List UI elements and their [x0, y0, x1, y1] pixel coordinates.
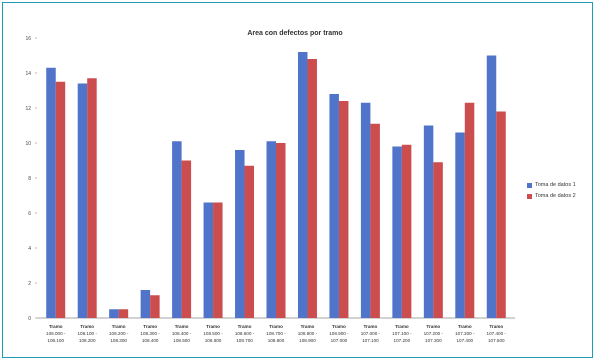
x-tick-label: 108.500 — [173, 338, 190, 343]
x-tick-label: Tramo — [80, 324, 94, 329]
x-tick-label: Tramo — [206, 324, 220, 329]
legend-label-series-2: Toma de datos 2 — [535, 193, 576, 199]
x-tick-label: Tramo — [364, 324, 378, 329]
x-tick-label: 107.400 — [456, 338, 473, 343]
x-tick-label: Tramo — [426, 324, 440, 329]
y-tick-label: 8 — [28, 176, 31, 182]
chart-title: Area con defectos por tramo — [247, 30, 342, 37]
x-tick-label: 107.100 - — [392, 331, 412, 336]
x-tick-label: 108.400 - — [172, 331, 192, 336]
x-tick-label: 108.800 - — [298, 331, 318, 336]
legend: Toma de datos 1 Toma de datos 2 — [527, 180, 576, 202]
bar-series-1 — [392, 146, 402, 318]
x-tick-label: 107.100 — [362, 338, 379, 343]
x-tick-label: Tramo — [489, 324, 503, 329]
x-tick-label: 107.200 - — [424, 331, 444, 336]
x-tick-label: 108.700 - — [266, 331, 286, 336]
x-tick-label: Tramo — [301, 324, 315, 329]
bar-series-1 — [455, 132, 465, 318]
y-tick-label: 10 — [25, 141, 31, 147]
bar-series-1 — [486, 55, 497, 318]
x-tick-label: 108.900 — [299, 338, 316, 343]
bar-series-2 — [401, 144, 412, 318]
x-tick-label: Tramo — [395, 324, 409, 329]
bar-series-2 — [150, 295, 160, 318]
x-tick-label: 108.800 — [268, 338, 285, 343]
bar-series-2 — [464, 102, 475, 318]
y-axis-ticks: 0 2 4 6 8 10 12 14 16 — [25, 36, 37, 322]
x-tick-label: Tramo — [458, 324, 472, 329]
bar-series-1 — [329, 94, 339, 318]
bar-series-1 — [46, 67, 56, 318]
x-tick-label: Tramo — [175, 324, 189, 329]
x-tick-label: 108.700 — [236, 338, 253, 343]
bar-series-2 — [87, 78, 97, 318]
x-tick-label: 108.200 — [79, 338, 96, 343]
x-tick-label: 107.500 — [488, 338, 505, 343]
x-tick-label: Tramo — [332, 324, 346, 329]
y-tick-label: 0 — [28, 316, 31, 322]
bar-series-1 — [77, 83, 88, 318]
y-tick-label: 6 — [28, 211, 31, 217]
x-tick-label: 108.500 - — [203, 331, 223, 336]
legend-item-series-2: Toma de datos 2 — [527, 191, 576, 202]
bar-series-2 — [433, 162, 443, 318]
bar-series-1 — [140, 290, 151, 318]
x-tick-label: 107.300 - — [455, 331, 475, 336]
x-tick-label: 107.200 — [394, 338, 411, 343]
x-tick-label: 108.600 - — [235, 331, 255, 336]
bar-series-2 — [55, 81, 66, 318]
bar-series-2 — [496, 111, 506, 318]
x-tick-label: Tramo — [143, 324, 157, 329]
x-tick-label: Tramo — [49, 324, 63, 329]
x-tick-label: 107.000 - — [361, 331, 381, 336]
bar-series-1 — [172, 141, 182, 318]
legend-swatch-series-1 — [527, 183, 532, 188]
bar-series-2 — [181, 160, 192, 318]
bar-series-2 — [244, 165, 255, 318]
x-tick-label: Tramo — [112, 324, 126, 329]
bar-series-1 — [109, 309, 119, 318]
bar-series-2 — [338, 101, 349, 318]
bar-series-2 — [213, 202, 223, 318]
x-tick-label: Tramo — [269, 324, 283, 329]
y-tick-label: 16 — [25, 36, 31, 42]
x-tick-label: 108.100 — [47, 338, 64, 343]
bar-series-1 — [297, 52, 308, 318]
legend-label-series-1: Toma de datos 1 — [535, 182, 576, 188]
bar-series-1 — [266, 141, 276, 318]
legend-item-series-1: Toma de datos 1 — [527, 180, 576, 191]
x-tick-label: 108.600 — [205, 338, 222, 343]
bar-series-1 — [423, 125, 434, 318]
x-tick-label: 108.900 - — [329, 331, 349, 336]
legend-swatch-series-2 — [527, 194, 532, 199]
y-tick-label: 4 — [28, 246, 31, 252]
x-tick-label: 108.400 — [142, 338, 159, 343]
bar-series-2 — [307, 59, 317, 318]
x-tick-label: 107.000 — [331, 338, 348, 343]
x-tick-label: 108.200 - — [109, 331, 129, 336]
y-tick-label: 2 — [28, 281, 31, 287]
y-tick-label: 12 — [25, 106, 31, 112]
y-tick-label: 14 — [25, 71, 31, 77]
x-tick-label: Tramo — [238, 324, 252, 329]
x-tick-label: 107.300 — [425, 338, 442, 343]
x-tick-label: 107.400 - — [487, 331, 507, 336]
x-tick-label: 108.300 - — [140, 331, 160, 336]
bars — [46, 52, 506, 318]
x-tick-label: 108.300 — [110, 338, 127, 343]
x-tick-label: 108.000 - — [46, 331, 66, 336]
bar-series-1 — [360, 102, 371, 318]
bar-series-2 — [118, 309, 129, 318]
bar-series-1 — [235, 150, 245, 318]
x-tick-label: 108.100 - — [77, 331, 97, 336]
bar-series-1 — [203, 202, 214, 318]
bar-series-2 — [276, 143, 286, 318]
x-axis-labels: Tramo 108.000 - 108.100 Tramo 108.100 - 108.2… — [46, 324, 506, 343]
bar-series-2 — [370, 123, 380, 318]
